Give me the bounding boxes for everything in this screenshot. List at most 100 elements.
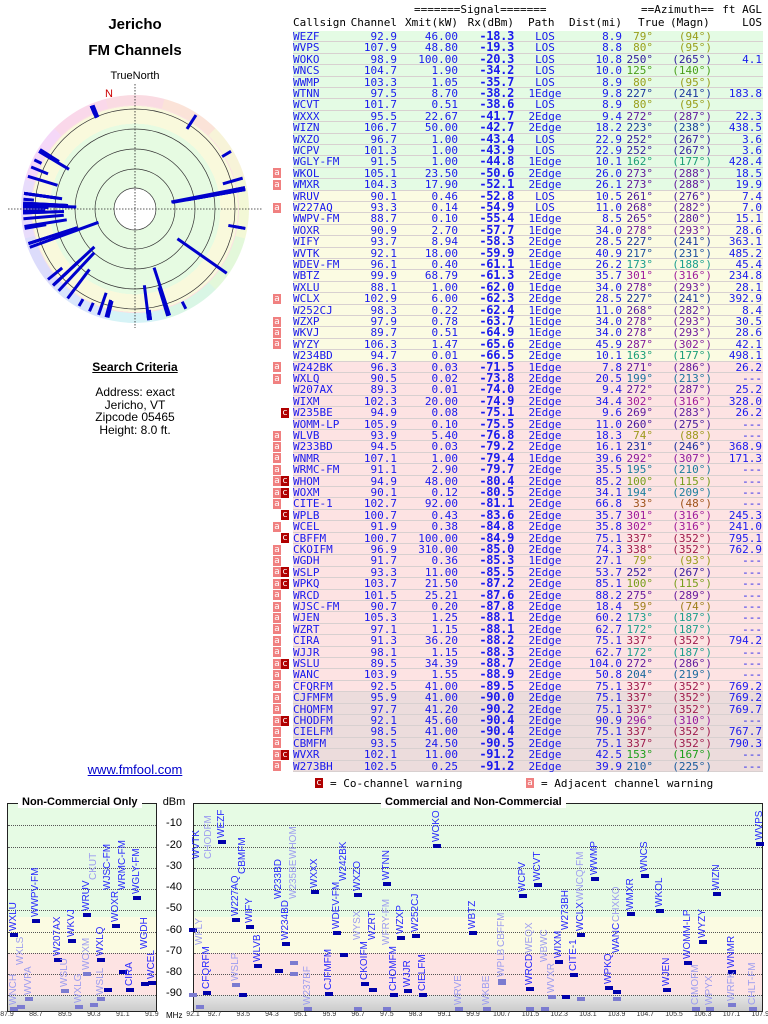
callsign[interactable]: WLVB <box>293 429 320 442</box>
callsign[interactable]: W207AX <box>293 383 333 397</box>
callsign[interactable]: CJFMFM <box>293 691 333 705</box>
station-marker[interactable] <box>246 924 255 929</box>
station-marker[interactable] <box>533 883 542 888</box>
station-marker[interactable] <box>433 844 442 849</box>
station-marker[interactable] <box>126 988 135 993</box>
station-marker[interactable] <box>10 1007 19 1012</box>
callsign[interactable]: WZXP <box>293 315 320 328</box>
station-marker[interactable] <box>97 957 106 962</box>
station-marker[interactable] <box>411 933 420 938</box>
callsign[interactable]: WOMM-LP <box>293 417 340 431</box>
station-marker[interactable] <box>727 969 736 974</box>
station-marker[interactable] <box>24 996 33 1001</box>
station-marker[interactable] <box>454 1007 463 1012</box>
station-marker[interactable] <box>133 896 142 901</box>
callsign[interactable]: WPLB <box>293 508 320 522</box>
station-marker[interactable] <box>591 876 600 881</box>
callsign[interactable]: WGDH <box>293 554 320 568</box>
station-marker[interactable] <box>548 994 556 999</box>
station-marker[interactable] <box>203 991 212 996</box>
station-marker[interactable] <box>289 960 298 965</box>
station-marker[interactable] <box>53 958 62 963</box>
station-marker[interactable] <box>217 839 226 844</box>
station-marker[interactable] <box>749 1007 758 1012</box>
callsign[interactable]: WWPV-FM <box>293 212 340 226</box>
callsign[interactable]: W227AQ <box>293 201 333 214</box>
station-marker[interactable] <box>418 993 427 998</box>
station-marker[interactable] <box>147 981 156 986</box>
callsign[interactable]: WOXM <box>293 486 320 499</box>
station-marker[interactable] <box>82 972 91 977</box>
station-marker[interactable] <box>354 1007 363 1012</box>
station-marker[interactable] <box>655 908 664 913</box>
station-marker[interactable] <box>698 940 707 945</box>
callsign[interactable]: WRCD <box>293 588 320 602</box>
callsign[interactable]: WXZO <box>293 132 320 146</box>
callsign[interactable]: CBFFM <box>293 531 327 545</box>
station-marker[interactable] <box>111 923 120 928</box>
callsign[interactable]: WJJR <box>293 645 320 659</box>
callsign[interactable]: WRMC-FM <box>293 463 340 477</box>
station-marker[interactable] <box>713 891 722 896</box>
station-marker[interactable] <box>612 989 621 994</box>
fmfool-link[interactable]: www.fmfool.com <box>87 762 183 777</box>
callsign[interactable]: WZRT <box>293 622 320 636</box>
callsign[interactable]: CITE-1 <box>293 497 333 511</box>
station-marker[interactable] <box>756 842 765 846</box>
station-marker[interactable] <box>390 992 399 997</box>
station-marker[interactable] <box>232 982 241 987</box>
callsign[interactable]: CIELFM <box>293 725 333 739</box>
station-marker[interactable] <box>483 1007 492 1012</box>
callsign[interactable]: WBTZ <box>293 269 320 283</box>
station-marker[interactable] <box>104 987 113 992</box>
station-marker[interactable] <box>555 960 564 965</box>
station-marker[interactable] <box>497 978 506 983</box>
callsign[interactable]: WIXM <box>293 394 320 408</box>
station-marker[interactable] <box>60 989 69 994</box>
callsign[interactable]: WCVT <box>293 98 320 112</box>
station-marker[interactable] <box>662 988 671 993</box>
callsign[interactable]: WVTK <box>293 246 320 260</box>
callsign[interactable]: WTNN <box>293 87 320 100</box>
callsign[interactable]: WOXR <box>293 223 320 237</box>
station-marker[interactable] <box>68 938 77 943</box>
station-marker[interactable] <box>82 913 91 918</box>
callsign[interactable]: CKOIFM <box>293 543 333 556</box>
callsign[interactable]: WNCS <box>293 64 320 78</box>
callsign[interactable]: WCEL <box>293 520 320 534</box>
callsign[interactable]: WVPS <box>293 41 320 55</box>
station-marker[interactable] <box>562 994 571 999</box>
station-marker[interactable] <box>382 882 391 887</box>
station-marker[interactable] <box>289 971 298 976</box>
callsign[interactable]: WCPV <box>293 144 320 157</box>
callsign[interactable]: CIRA <box>293 634 320 648</box>
station-marker[interactable] <box>526 987 535 992</box>
station-marker[interactable] <box>605 986 614 991</box>
callsign[interactable]: W242BK <box>293 360 333 374</box>
station-marker[interactable] <box>339 952 348 957</box>
callsign[interactable]: CFQRFM <box>293 679 333 693</box>
callsign[interactable]: W234BD <box>293 349 333 363</box>
callsign[interactable]: WYZY <box>293 337 320 351</box>
station-marker[interactable] <box>497 981 506 986</box>
station-marker[interactable] <box>196 1005 205 1009</box>
callsign[interactable]: WSLU <box>293 657 320 670</box>
station-marker[interactable] <box>253 964 262 969</box>
station-marker[interactable] <box>382 1007 391 1012</box>
station-marker[interactable] <box>612 996 621 1001</box>
station-marker[interactable] <box>519 894 528 899</box>
station-marker[interactable] <box>332 930 341 935</box>
station-marker[interactable] <box>397 936 406 941</box>
callsign[interactable]: CHOMFM <box>293 702 333 716</box>
callsign[interactable]: WDEV-FM <box>293 258 340 271</box>
callsign[interactable]: WEZF <box>293 30 320 43</box>
callsign[interactable]: WXXX <box>293 109 320 123</box>
station-marker[interactable] <box>727 1002 736 1007</box>
station-marker[interactable] <box>684 961 693 966</box>
station-marker[interactable] <box>189 993 197 998</box>
callsign[interactable]: WKVJ <box>293 326 320 340</box>
station-marker[interactable] <box>140 982 149 987</box>
callsign[interactable]: WCLX <box>293 292 320 306</box>
callsign[interactable]: WWMP <box>293 75 320 89</box>
station-marker[interactable] <box>576 933 585 938</box>
